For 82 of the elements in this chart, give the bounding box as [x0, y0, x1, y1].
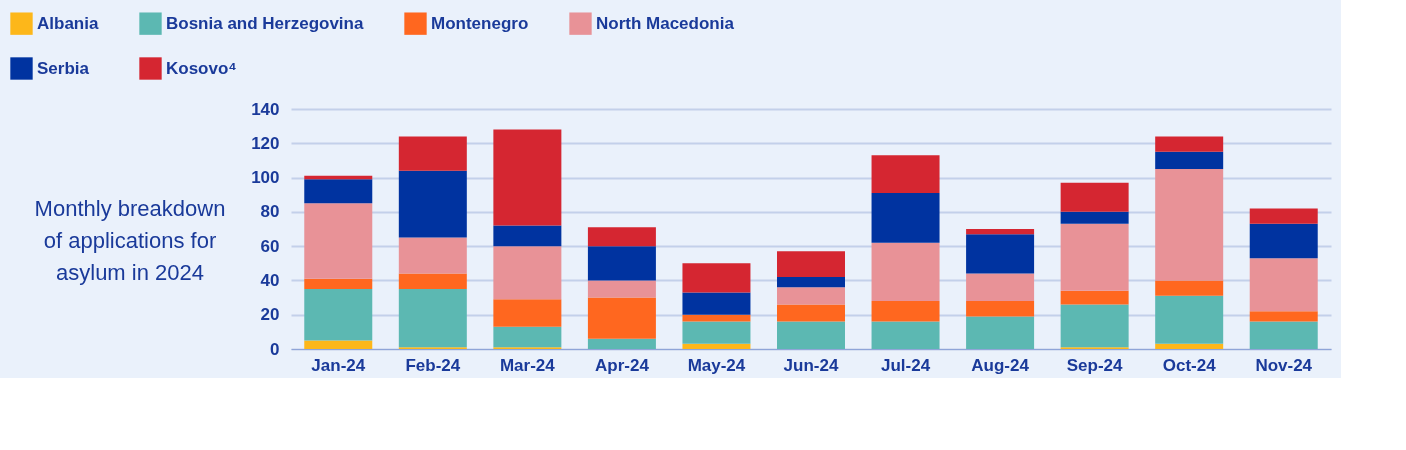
bar	[1155, 136, 1224, 152]
bar	[777, 304, 845, 322]
legend-label: Montenegro	[431, 13, 529, 33]
x-tick-label: Nov-24	[1255, 355, 1313, 375]
x-tick-label: Oct-24	[1162, 355, 1217, 375]
bar	[587, 280, 656, 298]
text: Monthly breakdown of applications for asylum in 2024	[34, 196, 226, 285]
y-tick-label: 140	[251, 99, 280, 119]
bar	[493, 246, 562, 300]
bar	[966, 234, 1035, 274]
bar	[777, 277, 845, 288]
y-tick-label: 40	[260, 270, 280, 290]
bar	[682, 321, 751, 344]
legend-label: Serbia	[37, 58, 90, 78]
legend-label: Bosnia and Herzegovina	[166, 13, 364, 33]
bar	[304, 278, 373, 289]
legend-label: Albania	[37, 13, 99, 33]
x-tick-label: Sep-24	[1066, 355, 1124, 375]
bar	[1155, 343, 1224, 349]
bar	[493, 225, 562, 247]
bar	[398, 237, 467, 274]
bar	[966, 301, 1035, 317]
bar	[682, 263, 751, 293]
bar	[1249, 223, 1318, 259]
bar	[1060, 211, 1129, 224]
x-tick-label: Feb-24	[405, 355, 461, 375]
bar	[1060, 182, 1129, 212]
x-tick-label: Apr-24	[594, 355, 650, 375]
bar	[777, 287, 845, 305]
bar	[682, 343, 751, 349]
bar	[587, 338, 656, 349]
bar	[587, 297, 656, 339]
bar	[304, 340, 373, 349]
bar	[1249, 321, 1318, 349]
bar	[871, 242, 940, 301]
bar	[398, 170, 467, 238]
bar	[398, 289, 467, 348]
bar	[777, 321, 845, 349]
y-tick-label: 60	[260, 236, 280, 256]
bar	[966, 229, 1035, 235]
bar	[1060, 290, 1129, 305]
x-tick-label: Jun-24	[783, 355, 839, 375]
bar	[304, 179, 373, 204]
y-tick-label: 120	[251, 133, 280, 153]
bar	[1155, 151, 1224, 169]
y-tick-label: 20	[260, 305, 280, 325]
bar	[1060, 304, 1129, 348]
bar	[871, 321, 940, 349]
bar	[493, 299, 562, 327]
bar	[587, 246, 656, 281]
x-tick-label: Aug-24	[971, 355, 1030, 375]
bar	[1060, 223, 1129, 291]
x-tick-label: Jul-24	[880, 355, 931, 375]
bar	[493, 129, 562, 226]
bar	[1155, 280, 1224, 296]
bar	[1249, 208, 1318, 224]
x-tick-label: Mar-24	[499, 355, 556, 375]
bar	[682, 292, 751, 315]
bar	[966, 273, 1035, 301]
y-tick-label: 0	[270, 339, 280, 359]
x-tick-label: Jan-24	[311, 355, 366, 375]
y-tick-label: 80	[260, 202, 280, 222]
bar	[1249, 258, 1318, 312]
x-tick-label: May-24	[687, 355, 746, 375]
legend-label: North Macedonia	[596, 13, 735, 33]
bar	[398, 136, 467, 171]
legend-label: Kosovo⁴	[166, 58, 237, 78]
bar	[398, 273, 467, 289]
bar	[871, 155, 940, 193]
bar	[871, 193, 940, 243]
bar	[682, 314, 751, 322]
bar	[587, 227, 656, 247]
bar	[304, 289, 373, 341]
bar	[1155, 295, 1224, 344]
bar	[304, 203, 373, 279]
bar	[871, 301, 940, 322]
bar	[1155, 169, 1224, 281]
bar	[493, 326, 562, 348]
bar	[966, 316, 1035, 349]
bar	[777, 251, 845, 277]
y-tick-label: 100	[251, 168, 280, 188]
bar	[1249, 311, 1318, 322]
